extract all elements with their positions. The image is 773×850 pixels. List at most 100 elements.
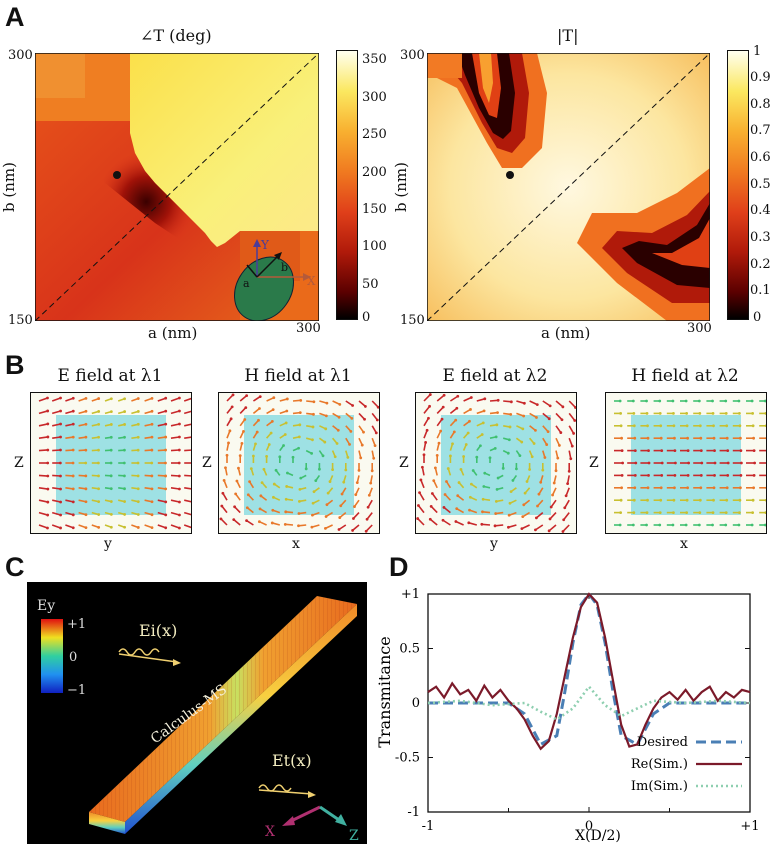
field-arrow-head: [564, 494, 568, 498]
field-arrow-head: [349, 429, 353, 433]
field-arrow-head: [633, 436, 637, 440]
field-arrow: [555, 400, 564, 408]
field-arrow-head: [297, 446, 300, 450]
field-arrow-head: [298, 411, 302, 415]
y-tick-label: -0.5: [395, 751, 420, 766]
field-arrow-head: [164, 396, 168, 400]
field-arrow: [184, 499, 191, 503]
amp-ylabel: b (nm): [391, 162, 410, 212]
field-arrow-head: [285, 397, 289, 401]
field-arrow-head: [109, 423, 113, 426]
field-arrow: [220, 518, 228, 526]
field-arrow-head: [619, 412, 623, 415]
field-arrow-head: [252, 454, 255, 458]
field-arrow-head: [496, 476, 500, 480]
field-arrow-head: [647, 474, 650, 477]
field-arrow-head: [493, 524, 497, 528]
field-arrow-head: [367, 493, 371, 497]
field-arrow-head: [645, 399, 648, 403]
field-arrow-head: [311, 425, 315, 429]
field-arrow-head: [314, 479, 318, 483]
field-arrow-head: [84, 474, 88, 478]
field-arrow-head: [698, 498, 702, 502]
field-arrow-head: [123, 423, 126, 426]
field-arrow-head: [84, 513, 88, 517]
field-arrow-head: [467, 521, 471, 525]
field-arrow-head: [178, 500, 181, 504]
chart-xlabel: X(D/2): [575, 828, 621, 844]
field-arrow-head: [353, 505, 356, 508]
field-arrow-head: [46, 500, 50, 504]
amp-cb-tick: 0.6: [750, 150, 771, 165]
field-arrow-head: [495, 423, 499, 427]
field-arrow-head: [136, 474, 140, 478]
sim-colorbar-title: Ey: [37, 598, 55, 614]
field-arrow-head: [507, 525, 510, 529]
field-arrow-head: [659, 486, 663, 490]
field-arrow: [564, 499, 570, 509]
field-arrow-head: [765, 474, 766, 476]
field-arrow-head: [84, 422, 88, 426]
amp-cb-tick: 0.2: [750, 257, 771, 272]
field-arrow-head: [71, 474, 75, 478]
field-arrow: [568, 412, 576, 422]
field-arrow-head: [238, 454, 242, 458]
field-arrow-head: [136, 410, 140, 413]
field-arrow-head: [471, 469, 475, 472]
field-arrow-head: [521, 515, 525, 519]
field-arrow-head: [752, 436, 756, 440]
field-arrow-head: [437, 441, 441, 445]
field-arrow-head: [260, 481, 264, 485]
field-arrow-head: [219, 517, 223, 521]
y-tick-label: -1: [407, 805, 420, 820]
field-arrow-head: [299, 398, 303, 402]
field-arrow-head: [136, 435, 140, 439]
field-arrow-head: [340, 492, 344, 496]
field-title-e2: E field at λ2: [442, 366, 548, 386]
amplitude-map: [427, 53, 710, 321]
amp-cb-tick: 0.5: [750, 177, 771, 192]
field-arrow-head: [248, 480, 251, 484]
field-arrow: [423, 417, 430, 427]
field-arrow-head: [123, 487, 126, 491]
field-arrow-head: [724, 399, 728, 403]
field-arrow-head: [619, 511, 623, 514]
field-arrow-head: [462, 455, 465, 458]
amp-cb-tick: 0: [753, 310, 762, 325]
field-arrow: [170, 511, 180, 516]
field-arrow-head: [549, 505, 553, 509]
x-tick-label: +1: [740, 819, 759, 834]
field-arrow-head: [136, 448, 140, 452]
field-arrow-head: [440, 417, 444, 421]
series-line-1: [427, 592, 751, 751]
field-arrow-head: [221, 491, 225, 495]
field-arrow-head: [430, 492, 434, 495]
field-arrow-head: [546, 430, 550, 434]
field-arrow-head: [46, 526, 49, 530]
field-arrow-head: [673, 474, 677, 477]
panel-label-a: A: [5, 2, 25, 32]
field-arrow-head: [283, 522, 287, 526]
field-arrow-head: [310, 525, 314, 529]
field-arrow-head: [534, 528, 537, 532]
amp-cb-tick: 0.8: [750, 97, 771, 112]
field-arrow-head: [459, 467, 463, 471]
field-arrow-head: [686, 486, 690, 490]
series-line-2: [427, 684, 751, 721]
field-arrow-head: [632, 498, 636, 502]
field-arrow: [521, 524, 530, 530]
field-arrow-head: [765, 450, 766, 452]
field-arrow-head: [537, 492, 541, 496]
field-arrow-head: [418, 491, 421, 495]
field-arrow-head: [646, 486, 650, 490]
field-arrow: [183, 524, 191, 529]
field-arrow-head: [71, 435, 75, 439]
field-arrow-head: [298, 499, 301, 503]
field-arrow-head: [469, 408, 472, 411]
field-arrow-head: [633, 486, 637, 490]
x-tick-label: 0: [585, 819, 593, 834]
phase-map: Y X a b: [35, 53, 319, 321]
field-arrow-head: [740, 461, 743, 465]
field-arrow-head: [724, 412, 728, 415]
field-arrow-head: [328, 480, 332, 483]
